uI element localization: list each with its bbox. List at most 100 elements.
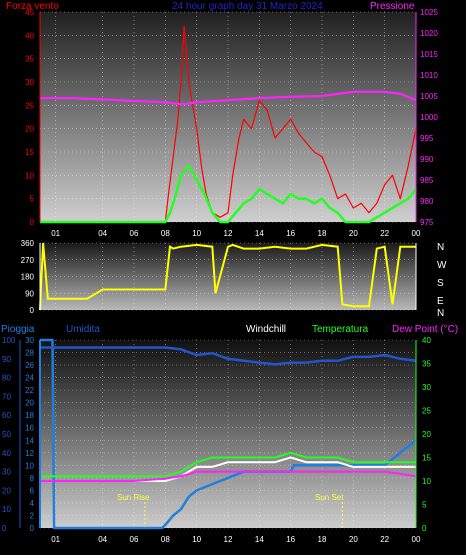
wind-x-tick-label: 04 [98, 229, 107, 238]
pressure-y-tick-label: 980 [420, 197, 434, 206]
direction-y-tick-label: 180 [21, 273, 35, 282]
temp-y-tick-label: 5 [422, 501, 427, 510]
pressure-y-tick-label: 1015 [420, 50, 438, 59]
temperature-legend: Temperatura [312, 324, 369, 335]
pressure-y-tick-label: 1010 [420, 71, 438, 80]
wind-y-tick-label: 10 [25, 171, 34, 180]
sun-set-label: Sun Set [315, 493, 344, 502]
wind-y-tick-label: 0 [30, 218, 35, 227]
temp-x-tick-label: 20 [349, 535, 358, 544]
wind-y-tick-label: 5 [30, 195, 35, 204]
temp-y-tick-label: 20 [422, 430, 431, 439]
wind-x-tick-label: 20 [349, 229, 358, 238]
temp-y-tick-label: 35 [422, 360, 431, 369]
temp-x-tick-label: 04 [98, 535, 107, 544]
humidity-y-tick-label: 90 [2, 355, 11, 364]
temp-x-tick-label: 00 [412, 535, 421, 544]
pressure-y-tick-label: 1025 [420, 8, 438, 17]
rain-y-tick-label: 6 [30, 486, 35, 495]
temp-y-tick-label: 10 [422, 477, 431, 486]
humidity-y-tick-label: 100 [2, 336, 16, 345]
temp-x-tick-label: 18 [318, 535, 327, 544]
humidity-y-tick-label: 0 [2, 524, 7, 533]
chart-date-title: 24 hour graph day 31 Marzo 2024 [172, 1, 323, 12]
rain-y-tick-label: 20 [25, 399, 34, 408]
temp-x-tick-label: 06 [130, 535, 139, 544]
temp-y-tick-label: 40 [422, 336, 431, 345]
humidity-y-tick-label: 70 [2, 392, 11, 401]
compass-n-top: N [437, 242, 444, 253]
rain-y-tick-label: 10 [25, 461, 34, 470]
pressure-y-tick-label: 1005 [420, 92, 438, 101]
data-series [39, 25, 417, 530]
wind-y-tick-label: 40 [25, 31, 34, 40]
temp-x-tick-label: 22 [380, 535, 389, 544]
windchill-legend: Windchill [246, 324, 286, 335]
rain-y-tick-label: 0 [30, 524, 35, 533]
rain-axis-title: Pioggia [1, 324, 35, 335]
pressure-y-tick-label: 995 [420, 134, 434, 143]
wind-x-tick-label: 12 [224, 229, 233, 238]
dewpoint-line [40, 470, 417, 482]
rain-y-tick-label: 12 [25, 449, 34, 458]
rain-y-tick-label: 8 [30, 474, 35, 483]
humidity-y-tick-label: 30 [2, 468, 11, 477]
compass-s: S [437, 278, 444, 289]
pressure-y-tick-label: 1020 [420, 29, 438, 38]
direction-y-tick-label: 360 [21, 239, 35, 248]
compass-e: E [437, 296, 444, 307]
wind-axis-title: Forza vento [6, 1, 59, 12]
pressure-y-tick-label: 975 [420, 218, 434, 227]
temp-y-tick-label: 0 [422, 524, 427, 533]
pressure-y-tick-label: 985 [420, 176, 434, 185]
temp-x-tick-label: 08 [161, 535, 170, 544]
temp-x-tick-label: 01 [51, 535, 60, 544]
direction-y-tick-label: 90 [25, 289, 34, 298]
wind-direction-line [39, 242, 416, 311]
humidity-y-tick-label: 50 [2, 430, 11, 439]
wind-x-tick-label: 14 [255, 229, 264, 238]
rain-y-tick-label: 30 [25, 336, 34, 345]
compass-w: W [437, 260, 447, 271]
wind-y-tick-label: 45 [25, 8, 34, 17]
compass-n-bottom: N [437, 308, 444, 319]
pressure-y-tick-label: 1000 [420, 113, 438, 122]
wind-x-tick-label: 01 [51, 229, 60, 238]
pressure-axis-title: Pressione [370, 1, 415, 12]
temp-x-tick-label: 10 [192, 535, 201, 544]
rain-y-tick-label: 18 [25, 411, 34, 420]
humidity-y-tick-label: 40 [2, 449, 11, 458]
wind-speed-line [40, 25, 417, 223]
temp-x-tick-label: 14 [255, 535, 264, 544]
wind-x-tick-label: 06 [130, 229, 139, 238]
rain-y-tick-label: 28 [25, 349, 34, 358]
rain-y-tick-label: 16 [25, 424, 34, 433]
humidity-line [40, 346, 417, 366]
wind-x-tick-label: 08 [161, 229, 170, 238]
direction-y-tick-label: 270 [21, 256, 35, 265]
temp-y-tick-label: 15 [422, 454, 431, 463]
wind-y-tick-label: 30 [25, 78, 34, 87]
temp-x-tick-label: 16 [286, 535, 295, 544]
wind-x-tick-label: 16 [286, 229, 295, 238]
humidity-y-tick-label: 60 [2, 411, 11, 420]
humidity-axis-title: Umidita [66, 324, 100, 335]
humidity-y-tick-label: 10 [2, 505, 11, 514]
humidity-y-tick-label: 80 [2, 374, 11, 383]
sun-rise-label: Sun Rise [117, 493, 150, 502]
direction-y-tick-label: 0 [30, 306, 35, 315]
rain-y-tick-label: 24 [25, 374, 34, 383]
wind-y-tick-label: 15 [25, 148, 34, 157]
rain-y-tick-label: 14 [25, 436, 34, 445]
temp-y-tick-label: 25 [422, 407, 431, 416]
rain-y-tick-label: 26 [25, 361, 34, 370]
pressure-line [40, 90, 417, 106]
wind-x-tick-label: 22 [380, 229, 389, 238]
wind-x-tick-label: 10 [192, 229, 201, 238]
temp-y-tick-label: 30 [422, 383, 431, 392]
wind-y-tick-label: 25 [25, 101, 34, 110]
pressure-y-tick-label: 990 [420, 155, 434, 164]
wind-average-line [40, 164, 417, 224]
